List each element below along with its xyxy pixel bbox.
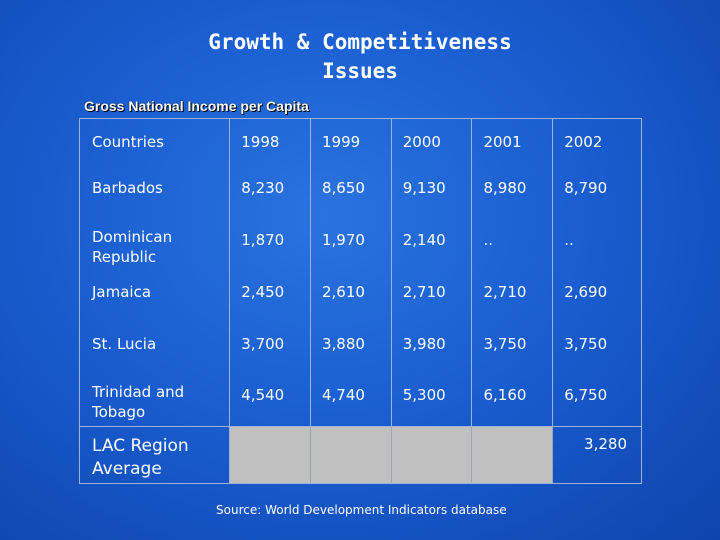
source-note: Source: World Development Indicators dat… (216, 503, 507, 517)
gni-table: Countries 1998 1999 2000 2001 2002 Barba… (79, 118, 642, 484)
empty-cell (391, 425, 473, 483)
cell-value: 6,160 (471, 374, 554, 427)
header-2000: 2000 (391, 119, 473, 167)
cell-value: 1,870 (229, 218, 311, 271)
table-row: St. Lucia 3,700 3,880 3,980 3,750 3,750 (80, 322, 641, 375)
cell-value: 4,740 (310, 374, 392, 427)
cell-value: 8,980 (471, 166, 554, 219)
table-header-row: Countries 1998 1999 2000 2001 2002 (80, 119, 641, 167)
cell-value: 9,130 (391, 166, 473, 219)
cell-value: 2,610 (310, 270, 392, 323)
row-country: Trinidad and Tobago (80, 374, 231, 427)
cell-value: 1,970 (310, 218, 392, 271)
lac-label: LAC Region Average (80, 425, 231, 483)
cell-value: .. (564, 230, 574, 249)
cell-value: 4,540 (229, 374, 311, 427)
cell-value: 6,750 (564, 386, 608, 405)
cell-value: 5,300 (391, 374, 473, 427)
empty-cell (229, 425, 311, 483)
cell-value: 2,710 (391, 270, 473, 323)
row-country: St. Lucia (80, 322, 231, 375)
cell-value: 2,710 (471, 270, 554, 323)
row-country: Barbados (80, 166, 231, 219)
empty-cell (471, 425, 554, 483)
cell-value: 8,230 (229, 166, 311, 219)
header-2001: 2001 (471, 119, 554, 167)
lac-value-2002: 3,280 (552, 425, 641, 483)
cell-value: 3,880 (310, 322, 392, 375)
table-row: Barbados 8,230 8,650 9,130 8,980 8,790 (80, 166, 641, 219)
header-2002: 2002 (564, 133, 603, 151)
row-country: Jamaica (80, 270, 231, 323)
cell-value: 3,750 (564, 334, 608, 353)
slide-title-line2: Issues (322, 59, 398, 83)
header-1999: 1999 (310, 119, 392, 167)
empty-cell (310, 425, 392, 483)
header-1998: 1998 (229, 119, 311, 167)
cell-value: 2,690 (564, 282, 608, 301)
cell-value: .. (471, 218, 554, 271)
slide-title: Growth & Competitiveness Issues (140, 28, 580, 86)
table-row: Jamaica 2,450 2,610 2,710 2,710 2,690 (80, 270, 641, 323)
table-subtitle: Gross National Income per Capita (84, 98, 309, 114)
table-row: Trinidad and Tobago 4,540 4,740 5,300 6,… (80, 374, 641, 427)
cell-value: 2,140 (391, 218, 473, 271)
table-row: Dominican Republic 1,870 1,970 2,140 .. … (80, 218, 641, 271)
cell-value: 3,980 (391, 322, 473, 375)
slide-title-line1: Growth & Competitiveness (208, 30, 512, 54)
cell-value: 8,790 (564, 178, 608, 197)
cell-value: 3,700 (229, 322, 311, 375)
cell-value: 2,450 (229, 270, 311, 323)
cell-value: 3,750 (471, 322, 554, 375)
header-countries: Countries (80, 119, 231, 167)
cell-value: 8,650 (310, 166, 392, 219)
row-country: Dominican Republic (80, 218, 231, 271)
lac-average-row: LAC Region Average 3,280 (80, 425, 641, 483)
